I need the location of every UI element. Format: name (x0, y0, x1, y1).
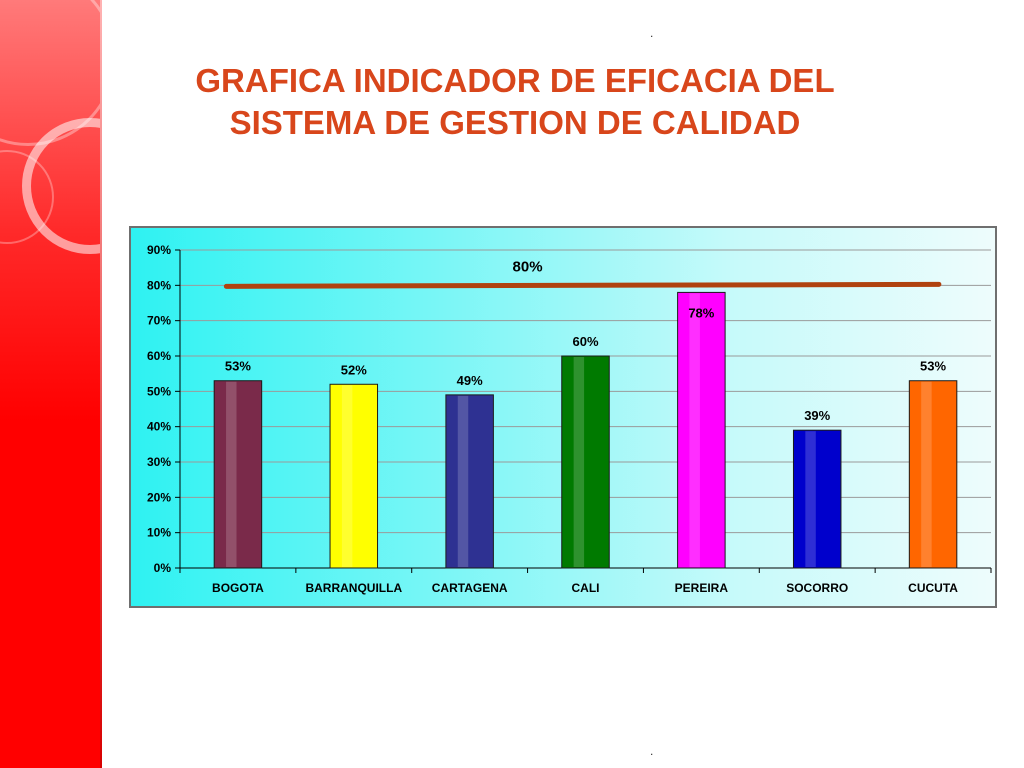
bar-value-label: 60% (572, 334, 598, 349)
target-line (223, 281, 942, 289)
bar-highlight (341, 385, 353, 567)
y-tick-label: 0% (154, 561, 172, 575)
y-tick-label: 90% (147, 243, 171, 257)
x-tick-label: SOCORRO (786, 581, 848, 595)
bar-value-label: 39% (804, 408, 830, 423)
bar-highlight (573, 357, 585, 567)
x-tick-label: CARTAGENA (432, 581, 508, 595)
bar-pereira (677, 291, 726, 569)
bar-chart: 0% 10% 20% 30% 40% 50% 60% 70% 80% 90% 53% BOGOTA 52… (129, 226, 997, 608)
bar-bogota (213, 380, 263, 569)
slide-title-line-2: SISTEMA DE GESTION DE CALIDAD (229, 104, 801, 141)
y-tick-label: 50% (147, 384, 171, 398)
slide-title: GRAFICA INDICADOR DE EFICACIA DEL SISTEM… (150, 60, 880, 144)
y-tick-label: 40% (147, 420, 171, 434)
y-tick-label: 20% (147, 490, 171, 504)
sidebar-edge (100, 0, 102, 768)
y-tick-label: 80% (147, 278, 171, 292)
x-tick-label: BOGOTA (212, 581, 264, 595)
bar-cucuta (908, 380, 958, 569)
bar-value-label: 53% (920, 359, 946, 374)
y-tick-label: 10% (147, 526, 171, 540)
x-tick-label: BARRANQUILLA (305, 581, 402, 595)
bar-chart-svg: 0% 10% 20% 30% 40% 50% 60% 70% 80% 90% 53% BOGOTA 52… (147, 243, 992, 595)
x-tick-label: PEREIRA (675, 581, 729, 595)
bar-value-label: 53% (225, 359, 251, 374)
bar-value-label: 78% (688, 305, 714, 320)
y-tick-label: 70% (147, 314, 171, 328)
bar-barranquilla (329, 383, 379, 569)
target-line-label: 80% (513, 258, 543, 275)
bar-highlight (457, 395, 469, 567)
bar-cartagena (445, 394, 494, 569)
top-dot: . (650, 26, 654, 40)
x-tick-label: CUCUTA (908, 581, 958, 595)
bar-value-label: 49% (457, 373, 483, 388)
bar-socorro (792, 429, 842, 569)
bar-highlight (921, 381, 932, 567)
y-tick-label: 60% (147, 349, 171, 363)
bar-value-label: 52% (341, 362, 367, 377)
x-tick-label: CALI (572, 581, 600, 595)
bottom-dot: . (650, 744, 654, 758)
bar-highlight (805, 431, 816, 567)
bar-cali (561, 355, 610, 569)
y-tick-label: 30% (147, 455, 171, 469)
decorative-sidebar (0, 0, 102, 768)
bar-highlight (689, 293, 700, 567)
bar-highlight (226, 381, 237, 567)
slide-title-line-1: GRAFICA INDICADOR DE EFICACIA DEL (195, 62, 835, 99)
